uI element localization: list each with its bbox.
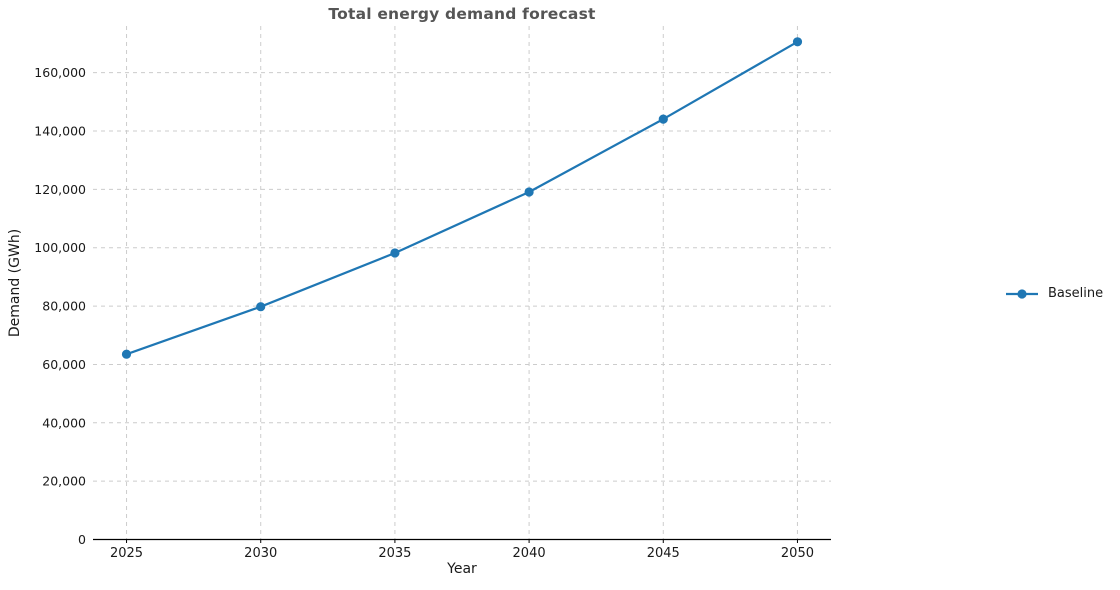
x-tick-label: 2025 (110, 546, 143, 561)
x-tick-label: 2030 (244, 546, 277, 561)
series-line (125, 40, 799, 356)
y-tick-label: 140,000 (34, 124, 86, 139)
x-tick-label: 2050 (781, 546, 814, 561)
x-tick-label: 2045 (647, 546, 680, 561)
x-tick-label: 2035 (378, 546, 411, 561)
y-tick-label: 160,000 (34, 65, 86, 80)
legend-sample-marker (1017, 288, 1027, 299)
legend-label: Baseline (1048, 286, 1104, 301)
data-point-marker (792, 37, 803, 47)
y-tick-label: 120,000 (34, 182, 86, 197)
y-tick-label: 20,000 (42, 474, 86, 489)
data-point-marker (256, 302, 266, 312)
data-point-marker (390, 248, 400, 258)
y-tick-label: 100,000 (34, 240, 86, 255)
data-point-marker (121, 349, 132, 359)
chart-title: Total energy demand forecast (328, 5, 596, 23)
legend: Baseline (1005, 286, 1103, 301)
legend-line-sample-icon (1006, 288, 1038, 299)
y-axis-label: Demand (GWh) (7, 228, 23, 338)
data-point-marker (524, 187, 534, 197)
x-tick-label: 2040 (513, 546, 546, 561)
y-tick-label: 40,000 (42, 415, 86, 430)
x-axis-label: Year (447, 561, 477, 577)
data-point-marker (658, 114, 668, 124)
y-tick-label: 80,000 (42, 299, 86, 314)
y-tick-label: 60,000 (42, 357, 86, 372)
y-tick-label: 0 (78, 532, 86, 547)
